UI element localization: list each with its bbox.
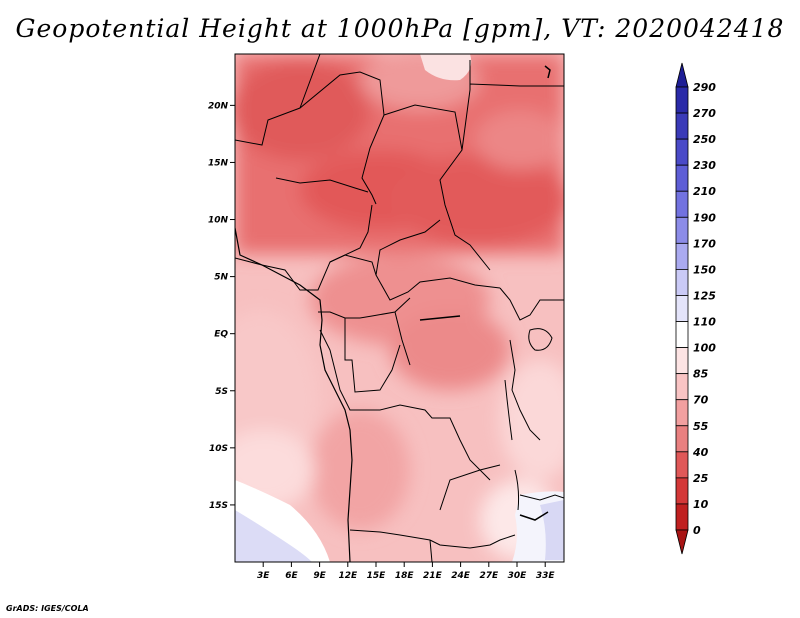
colorbar-bin xyxy=(675,86,689,114)
colorbar-label: 70 xyxy=(693,394,709,407)
lon-label: 30E xyxy=(508,571,528,581)
lat-label: 10N xyxy=(208,216,229,226)
colorbar-top-triangle xyxy=(675,62,689,88)
colorbar-label: 100 xyxy=(693,342,716,355)
colorbar-bin xyxy=(675,112,689,140)
colorbar-label: 40 xyxy=(692,446,709,459)
colorbar-bin xyxy=(675,164,689,192)
colorbar-label: 210 xyxy=(693,185,716,198)
colorbar-label: 170 xyxy=(693,237,716,250)
colorbar-bin xyxy=(675,373,689,401)
colorbar-bin xyxy=(675,347,689,375)
colorbar-label: 250 xyxy=(693,133,716,146)
lat-label: 15N xyxy=(208,158,229,168)
colorbar: 2902702502302101901701501251101008570554… xyxy=(675,62,716,555)
lon-label: 9E xyxy=(313,571,326,581)
colorbar-label: 55 xyxy=(693,420,709,433)
latitude-axis: 20N 15N 10N 5N EQ 5S 10S 15S xyxy=(208,101,235,511)
lat-label: 5S xyxy=(215,387,228,397)
lon-label: 21E xyxy=(423,571,443,581)
lat-label: EQ xyxy=(214,330,228,340)
colorbar-bin xyxy=(675,399,689,427)
colorbar-label: 110 xyxy=(693,316,716,329)
lat-label: 15S xyxy=(209,501,228,511)
colorbar-bin xyxy=(675,216,689,244)
lon-label: 3E xyxy=(257,571,270,581)
colorbar-label: 0 xyxy=(693,524,701,537)
colorbar-label: 190 xyxy=(693,211,716,224)
height-field xyxy=(235,54,564,562)
colorbar-label: 125 xyxy=(693,289,716,302)
country-borders xyxy=(235,54,564,562)
colorbar-bin xyxy=(675,321,689,348)
colorbar-label: 85 xyxy=(693,368,709,381)
colorbar-label: 10 xyxy=(693,498,709,511)
colorbar-label: 150 xyxy=(693,263,716,276)
map-title: Geopotential Height at 1000hPa [gpm], VT… xyxy=(15,14,785,43)
longitude-axis: 3E 6E 9E 12E 15E 18E 21E 24E 27E 30E 33E xyxy=(257,562,555,581)
lon-label: 18E xyxy=(395,571,415,581)
grads-credit: GrADS: IGES/COLA xyxy=(6,604,89,613)
colorbar-bin xyxy=(675,242,689,270)
lon-label: 12E xyxy=(338,571,358,581)
colorbar-bin xyxy=(675,138,689,166)
colorbar-bin xyxy=(675,477,689,505)
colorbar-bin xyxy=(675,425,689,453)
colorbar-label: 25 xyxy=(693,472,709,485)
colorbar-bin xyxy=(675,190,689,218)
colorbar-bottom-triangle xyxy=(675,529,689,555)
lon-label: 24E xyxy=(451,571,471,581)
colorbar-bin xyxy=(675,295,689,322)
lon-label: 27E xyxy=(479,571,499,581)
colorbar-label: 290 xyxy=(693,81,716,94)
colorbar-label: 230 xyxy=(693,159,716,172)
lon-label: 6E xyxy=(285,571,298,581)
colorbar-bin xyxy=(675,451,689,479)
lon-label: 33E xyxy=(536,571,556,581)
colorbar-label: 270 xyxy=(693,107,716,120)
colorbar-bin xyxy=(675,269,689,296)
colorbar-bin xyxy=(675,503,689,531)
lat-label: 20N xyxy=(208,101,229,111)
lat-label: 5N xyxy=(214,273,228,283)
lon-label: 15E xyxy=(367,571,387,581)
map-frame xyxy=(234,53,565,563)
lat-label: 10S xyxy=(209,444,228,454)
